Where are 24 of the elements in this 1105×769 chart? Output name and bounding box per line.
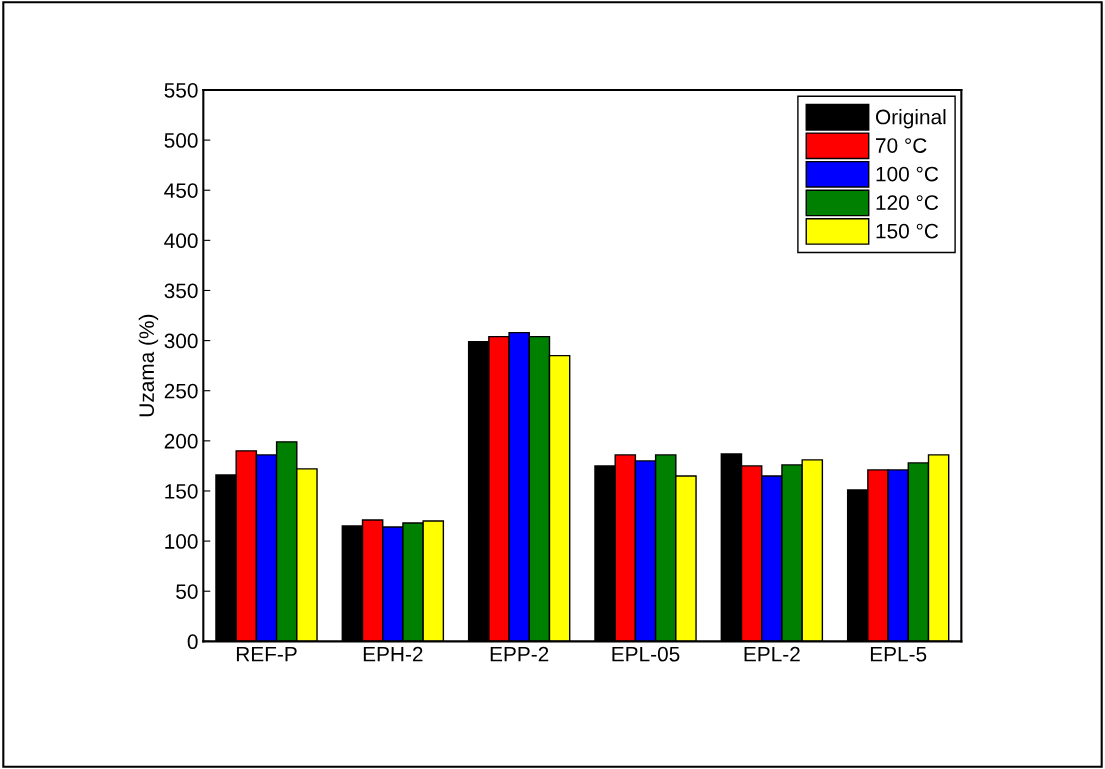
y-tick-label: 200 bbox=[164, 433, 198, 449]
y-tick-label: 300 bbox=[164, 333, 198, 349]
x-tick-label: EPL-05 bbox=[612, 646, 680, 662]
y-tick-label: 350 bbox=[164, 283, 198, 299]
y-tick-label: 250 bbox=[164, 383, 198, 399]
legend-label: 150 °C bbox=[876, 223, 939, 239]
legend-label: 120 °C bbox=[876, 195, 939, 210]
y-tick-label: 0 bbox=[187, 634, 198, 650]
x-tick-label: EPH-2 bbox=[363, 646, 423, 662]
y-tick-label: 500 bbox=[164, 133, 198, 148]
x-tick-label: EPL-5 bbox=[870, 646, 927, 662]
y-tick-label: 400 bbox=[164, 233, 198, 249]
x-tick-label: EPP-2 bbox=[490, 646, 549, 662]
y-tick-label: 150 bbox=[165, 483, 198, 499]
legend-label: 70 °C bbox=[876, 138, 927, 153]
legend-label: 100 °C bbox=[876, 166, 939, 182]
legend-label: Original bbox=[875, 109, 946, 129]
x-tick-label: EPL-2 bbox=[744, 646, 800, 662]
y-tick-label: 100 bbox=[165, 534, 198, 549]
y-tick-label: 450 bbox=[164, 183, 198, 198]
y-tick-label: 50 bbox=[176, 584, 198, 599]
x-tick-label: REF-P bbox=[236, 646, 297, 662]
y-tick-label: 550 bbox=[164, 82, 198, 98]
y-axis-title: Uzama (%) bbox=[138, 314, 159, 417]
